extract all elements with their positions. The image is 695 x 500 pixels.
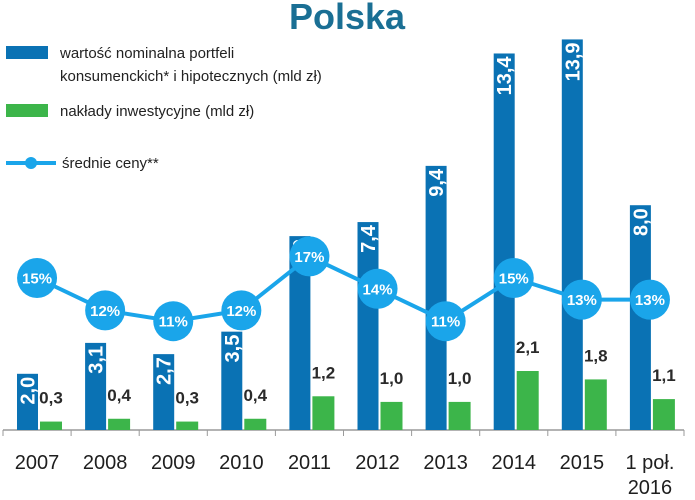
x-tick-label: 2013 (423, 452, 468, 474)
bar-investment (176, 421, 199, 430)
bar-investment-label: 2,1 (516, 338, 540, 357)
price-label: 12% (90, 303, 120, 320)
bar-portfolio (289, 236, 311, 430)
legend-marker-prices (25, 157, 37, 169)
x-tick-label: 2016 (628, 477, 673, 499)
price-marker (629, 279, 670, 320)
bar-portfolio-label: 2,0 (18, 377, 40, 405)
bar-investment-label: 1,2 (312, 363, 336, 382)
x-tick-label: 2007 (15, 452, 60, 474)
bar-investment-label: 1,0 (380, 369, 404, 388)
legend-label-prices: średnie ceny** (62, 155, 159, 172)
bar-investment-label: 0,4 (107, 386, 131, 405)
bar-investment-label: 0,3 (175, 389, 199, 408)
legend-label-portfolio-line1: wartość nominalna portfeli (59, 45, 234, 62)
price-marker (425, 301, 466, 342)
bar-portfolio (17, 373, 38, 430)
legend: wartość nominalna portfeli konsumenckich… (6, 45, 322, 172)
price-label: 15% (499, 271, 529, 288)
price-label: 11% (159, 314, 188, 331)
x-tick-label: 2012 (355, 452, 400, 474)
price-marker (493, 258, 534, 298)
bar-investment-label: 0,3 (39, 389, 63, 408)
legend-label-portfolio-line2: konsumenckich* i hipotecznych (mld zł) (60, 68, 322, 85)
price-marker (153, 301, 194, 342)
bar-portfolio (561, 39, 583, 431)
bar-portfolio (85, 342, 107, 430)
price-label: 12% (226, 303, 256, 320)
x-tick-label: 2008 (83, 452, 128, 474)
bar-portfolio-label: 9,4 (426, 168, 448, 197)
bar-investment (516, 370, 539, 430)
legend-swatch-investment (6, 104, 48, 117)
price-label: 15% (22, 271, 52, 288)
price-marker (289, 236, 330, 277)
x-tick-label: 2015 (560, 452, 605, 474)
bar-portfolio (629, 205, 651, 430)
bar-portfolio-label: 8,0 (630, 208, 652, 236)
x-tick-label: 1 poł. (625, 452, 674, 474)
bar-investment (108, 418, 131, 430)
bar-portfolio (153, 354, 175, 430)
price-label: 13% (635, 292, 665, 309)
x-tick-label: 2010 (219, 452, 264, 474)
bar-portfolio (493, 53, 515, 430)
bar-investment (584, 379, 607, 430)
bar-investment (312, 396, 335, 430)
price-label: 17% (294, 249, 324, 266)
price-marker (221, 290, 262, 331)
bar-portfolio-label: 2,7 (154, 357, 176, 385)
price-line (36, 254, 650, 324)
plot-area: 2007 2008 2009 2010 2011 2012 2013 2014 2015 1 po… (2, 39, 685, 499)
price-marker (17, 258, 58, 298)
price-label: 11% (431, 314, 460, 331)
x-tick-label: 2014 (492, 452, 537, 474)
x-tick-label: 2009 (151, 452, 196, 474)
price-marker (85, 290, 126, 331)
x-tick-label: 2011 (288, 452, 331, 474)
bar-portfolio (425, 165, 447, 431)
bar-investment-label: 1,8 (584, 346, 608, 365)
legend-swatch-portfolio (6, 46, 48, 59)
chart-title: Polska (289, 0, 406, 37)
price-marker (561, 279, 602, 320)
bar-portfolio-label: 13,9 (562, 42, 584, 81)
bar-investment-label: 0,4 (243, 386, 267, 405)
bar-investment (380, 401, 403, 430)
price-label: 14% (363, 281, 393, 298)
bar-investment (448, 401, 471, 430)
bar-portfolio-label: 3,5 (222, 335, 244, 363)
bar-investment (244, 418, 267, 430)
bar-investment-label: 1,1 (652, 366, 676, 385)
bar-portfolio-label: 13,4 (494, 56, 516, 96)
bar-portfolio-label: 3,1 (86, 346, 108, 374)
price-label: 13% (567, 292, 597, 309)
bar-portfolio (221, 331, 243, 430)
bar-portfolio-label: 7,4 (358, 224, 380, 253)
bar-investment (40, 421, 62, 430)
legend-label-investment: nakłady inwestycyjne (mld zł) (60, 103, 254, 120)
price-marker (357, 268, 398, 309)
bar-investment (652, 399, 675, 430)
bar-investment-label: 1,0 (448, 369, 472, 388)
